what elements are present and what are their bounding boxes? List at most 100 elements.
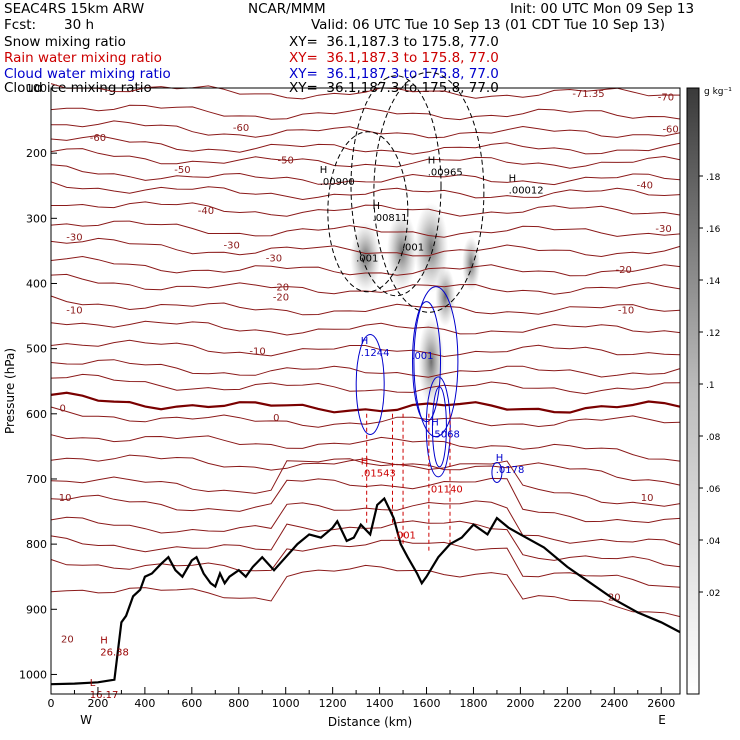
valid-time: Valid: 06 UTC Tue 10 Sep 13 (01 CDT Tue …: [311, 17, 666, 33]
extremum-value: .001: [402, 242, 424, 253]
snow-shading: [462, 236, 481, 292]
colorbar-tick-label: .08: [706, 433, 721, 443]
x-axis-title: Distance (km): [328, 715, 412, 729]
extremum-mark: H: [361, 336, 369, 347]
isotherm-line: [50, 339, 681, 358]
extremum-value: 26.38: [100, 648, 129, 659]
org-label: NCAR/MMM: [248, 1, 326, 17]
x-tick-label: 2400: [600, 697, 628, 710]
isotherm-line: [50, 237, 681, 258]
isotherm-line: [50, 539, 681, 588]
isotherm-line: [50, 164, 681, 186]
y-axis-title: Pressure (hPa): [3, 348, 17, 434]
extremum-mark: H: [361, 456, 369, 467]
isotherm-line: [50, 220, 681, 238]
cloud-water-contour: [431, 386, 447, 468]
isotherm-line: [51, 120, 681, 139]
snow-shading: [386, 210, 417, 291]
isotherm-label: -40: [198, 206, 214, 217]
isotherm-label: -71.35: [572, 89, 604, 100]
x-tick-label: 800: [228, 697, 249, 710]
isotherm-label: -20: [615, 265, 631, 276]
x-tick-label: 2000: [506, 697, 534, 710]
extremum-value: .00965: [428, 167, 463, 178]
x-tick-label: 1600: [413, 697, 441, 710]
y-tick-label: 800: [26, 538, 47, 551]
extremum-value: .1244: [361, 348, 390, 359]
extremum-mark: H: [100, 636, 108, 647]
isotherm-label: -20: [273, 283, 289, 294]
y-tick-label: 400: [26, 277, 47, 290]
isotherm-line: [50, 458, 681, 507]
isotherm-line: [50, 83, 681, 100]
isotherm-label: -20: [273, 293, 289, 304]
isotherm-label: -50: [278, 156, 294, 167]
colorbar-tick-label: .14: [706, 277, 721, 287]
extremum-value: .00811: [373, 213, 408, 224]
field-xy-cloud-water: XY= 36.1,187.3 to 175.8, 77.0: [289, 66, 499, 82]
x-tick-label: 2200: [553, 697, 581, 710]
y-tick-label: 900: [26, 603, 47, 616]
colorbar-tick-label: .16: [706, 225, 721, 235]
isotherm-label: -70: [658, 92, 674, 103]
extremum-value: .001: [356, 253, 378, 264]
extremum-value: .001: [394, 530, 416, 541]
isotherm-label: -50: [174, 165, 190, 176]
cloud-ice-contour: [373, 71, 485, 313]
colorbar-tick-label: .18: [706, 173, 721, 183]
snow-shading: [418, 316, 445, 407]
west-label: W: [80, 713, 92, 727]
isotherm-label: 20: [61, 635, 74, 646]
isotherm-line: [50, 134, 681, 155]
isotherm-label: -60: [90, 133, 106, 144]
extremum-value: .001: [411, 351, 433, 362]
model-title: SEAC4RS 15km ARW: [4, 1, 145, 17]
isotherm-label: -60: [662, 124, 678, 135]
isotherm-line: [50, 181, 681, 201]
extremum-value: .00012: [509, 186, 544, 197]
isotherm-label: 10: [59, 493, 72, 504]
colorbar-tick-label: .04: [706, 537, 721, 547]
isotherm-line: [50, 359, 681, 378]
extremum-mark: L: [90, 678, 96, 689]
snow-shading: [435, 266, 456, 327]
cloud-ice-contour: [327, 131, 409, 293]
isotherm-line: [50, 500, 681, 546]
isotherm-label: 0: [60, 403, 66, 414]
extremum-value: 16.17: [90, 690, 119, 701]
cloud-water-contour: [425, 376, 451, 478]
x-tick-label: 1000: [272, 697, 300, 710]
plot-frame: [50, 87, 681, 695]
x-tick-label: 400: [134, 697, 155, 710]
colorbar-tick-label: .02: [706, 589, 720, 599]
field-xy-snow: XY= 36.1,187.3 to 175.8, 77.0: [289, 34, 499, 50]
isotherm-line: [50, 148, 681, 169]
extremum-value: .01140: [428, 485, 463, 496]
fcst-label: Fcst:: [4, 17, 37, 33]
isotherm-line: [50, 373, 681, 395]
x-tick-label: 200: [87, 697, 108, 710]
isotherm-label: -10: [249, 347, 265, 358]
y-tick-label: 600: [26, 408, 47, 421]
cloud-water-contour: [413, 286, 459, 438]
isotherm-line: [50, 104, 681, 121]
isotherm-line: [50, 391, 681, 414]
isotherm-label: 0: [273, 413, 279, 424]
y-tick-label: 200: [26, 147, 47, 160]
extremum-value: .0178: [496, 465, 525, 476]
isotherm-label: 10: [641, 493, 654, 504]
isotherm-line: [50, 273, 681, 295]
isotherm-line: [50, 520, 681, 568]
isotherm-line: [50, 454, 681, 486]
y-tick-label: 1000: [19, 668, 47, 681]
isotherm-line: [51, 201, 681, 217]
field-label-rain: Rain water mixing ratio: [4, 50, 162, 66]
colorbar-tick-label: .1: [706, 381, 715, 391]
cloud-water-contour: [355, 333, 385, 435]
isotherm-label: 20: [608, 592, 621, 603]
fcst-value: 30 h: [64, 17, 95, 33]
colorbar-unit: g kg⁻¹: [704, 87, 732, 97]
cloud-ice-contour: [350, 75, 442, 297]
cloud-water-contour: [491, 461, 503, 483]
